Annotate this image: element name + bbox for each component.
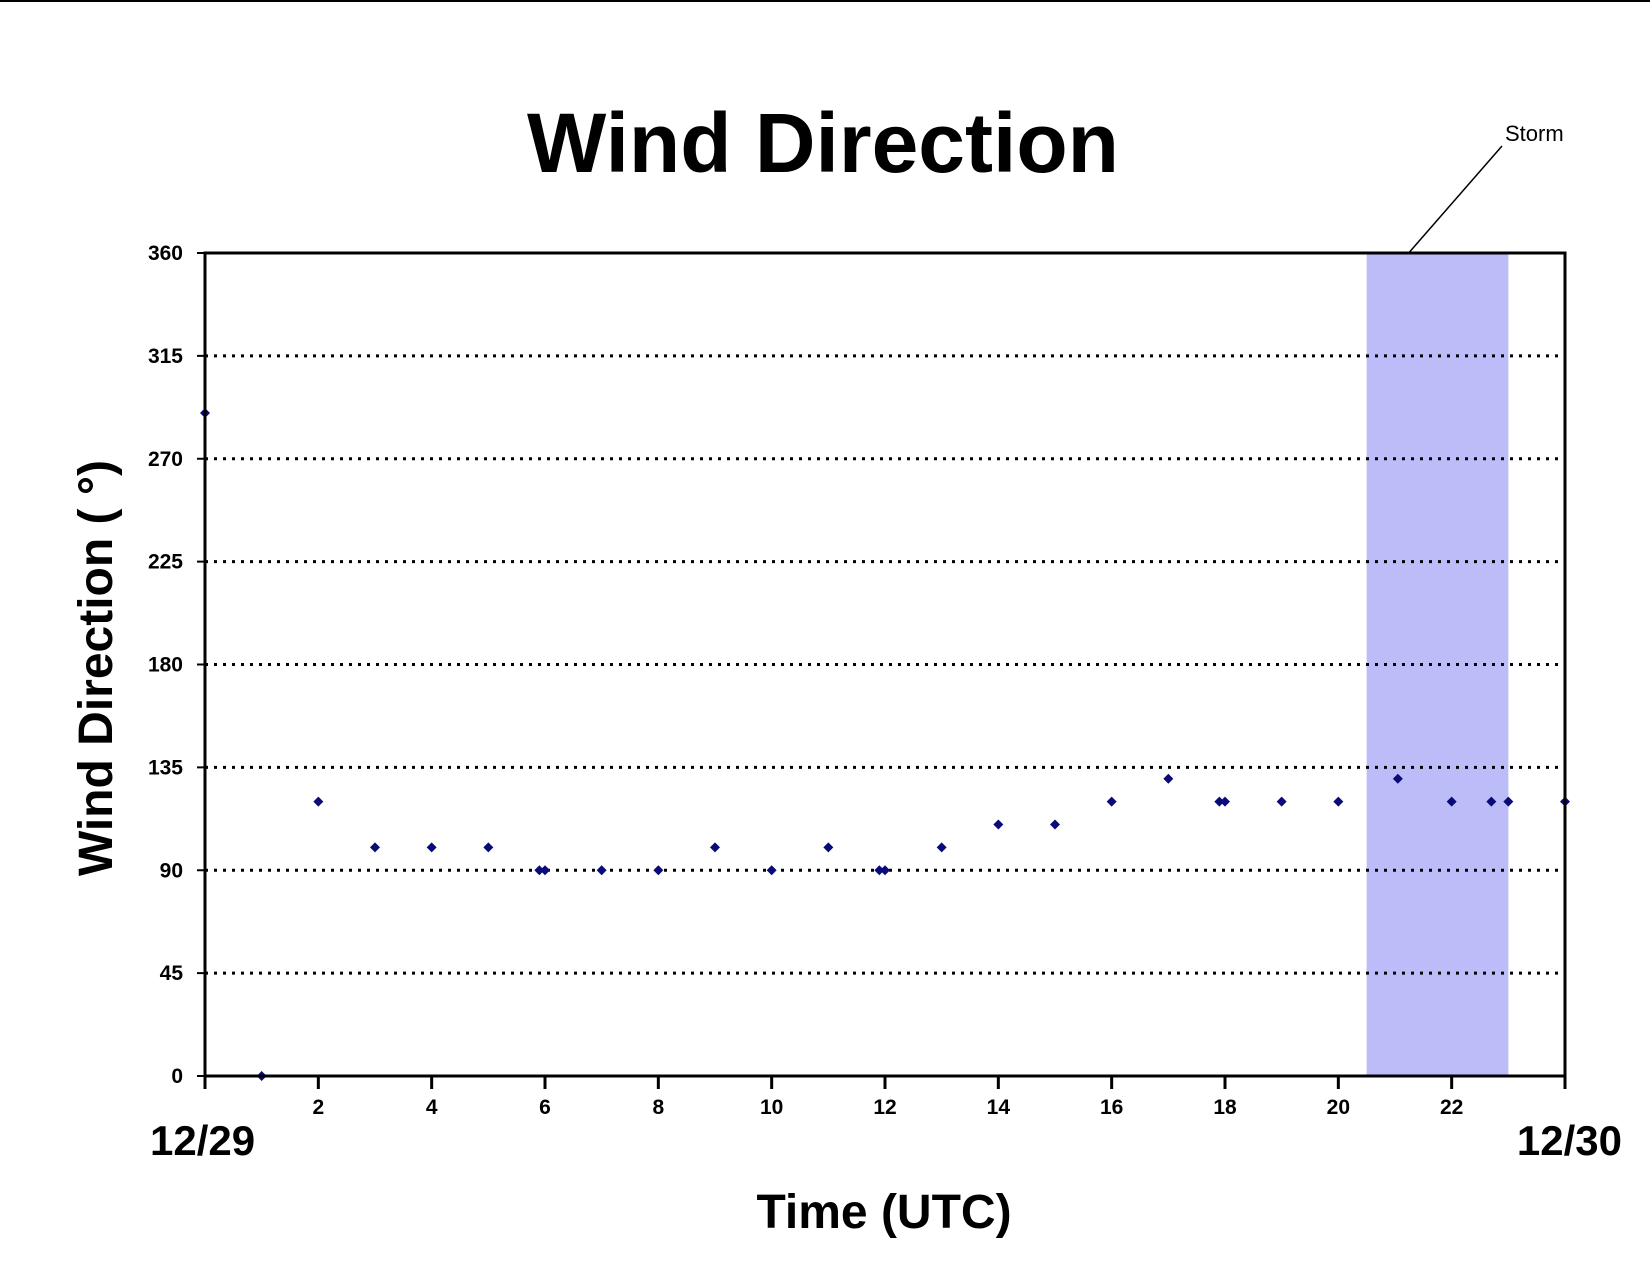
- data-point-marker: [823, 842, 834, 853]
- x-tick-label: 20: [1327, 1096, 1350, 1119]
- y-axis-label: Wind Direction ( °): [70, 460, 123, 876]
- x-tick-label: 4: [426, 1096, 438, 1119]
- data-point-marker: [1333, 796, 1344, 807]
- y-tick-label: 0: [171, 1065, 183, 1088]
- y-tick-label: 360: [148, 242, 183, 265]
- data-points: [200, 408, 1570, 1081]
- end-date-label: 12/30: [1517, 1117, 1622, 1164]
- start-date-label: 12/29: [150, 1117, 255, 1164]
- x-tick-label: 2: [312, 1096, 324, 1119]
- x-tick-label: 18: [1213, 1096, 1237, 1119]
- data-point-marker: [710, 842, 720, 853]
- storm-shaded-region: [1366, 253, 1509, 1076]
- data-point-marker: [1220, 796, 1230, 807]
- x-axis-ticks: 2 4 6 8 10 12 14 16 18 20 22: [203, 1076, 1567, 1119]
- x-tick-label: 10: [760, 1096, 783, 1119]
- data-point-marker: [596, 865, 607, 876]
- x-tick-label: 14: [987, 1096, 1011, 1119]
- x-tick-label: 12: [873, 1096, 896, 1119]
- x-axis-label: Time (UTC): [756, 1186, 1011, 1239]
- data-point-marker: [540, 865, 550, 876]
- data-point-marker: [1214, 796, 1225, 807]
- x-tick-label: 22: [1440, 1096, 1463, 1119]
- y-gridlines: [205, 354, 1565, 975]
- data-point-marker: [1276, 796, 1287, 807]
- data-point-marker: [880, 865, 890, 876]
- plot-area-frame: [203, 251, 1567, 1078]
- data-point-marker: [313, 796, 324, 807]
- data-point-marker: [993, 819, 1004, 830]
- data-point-marker: [653, 865, 664, 876]
- data-point-marker: [766, 865, 777, 876]
- x-tick-label: 16: [1100, 1096, 1123, 1119]
- y-axis-ticks: 0 45 90 135 180 225 270 315 360: [148, 242, 205, 1088]
- storm-annotation-leader-line: [1408, 145, 1503, 254]
- x-tick-label: 6: [539, 1096, 551, 1119]
- y-tick-label: 180: [148, 654, 183, 677]
- x-tick-label: 8: [652, 1096, 664, 1119]
- data-point-marker: [1050, 819, 1060, 830]
- data-point-marker: [426, 842, 437, 853]
- y-tick-label: 90: [160, 859, 183, 882]
- data-point-marker: [1446, 796, 1457, 807]
- storm-annotation-label: Storm: [1505, 121, 1564, 146]
- data-point-marker: [1106, 796, 1117, 807]
- y-tick-label: 270: [148, 448, 183, 471]
- data-point-marker: [936, 842, 947, 853]
- data-point-marker: [534, 865, 545, 876]
- data-point-marker: [874, 865, 885, 876]
- top-border-line: [0, 0, 1650, 2]
- data-point-marker: [483, 842, 494, 853]
- data-point-marker: [1486, 796, 1497, 807]
- y-tick-label: 225: [148, 551, 183, 574]
- chart-title: Wind Direction: [527, 96, 1119, 190]
- data-point-marker: [370, 842, 380, 853]
- y-tick-label: 135: [148, 756, 183, 779]
- y-tick-label: 315: [148, 345, 183, 368]
- y-tick-label: 45: [160, 962, 184, 985]
- data-point-marker: [1163, 773, 1174, 784]
- data-point-marker: [1503, 796, 1514, 807]
- data-point-marker: [1392, 773, 1403, 784]
